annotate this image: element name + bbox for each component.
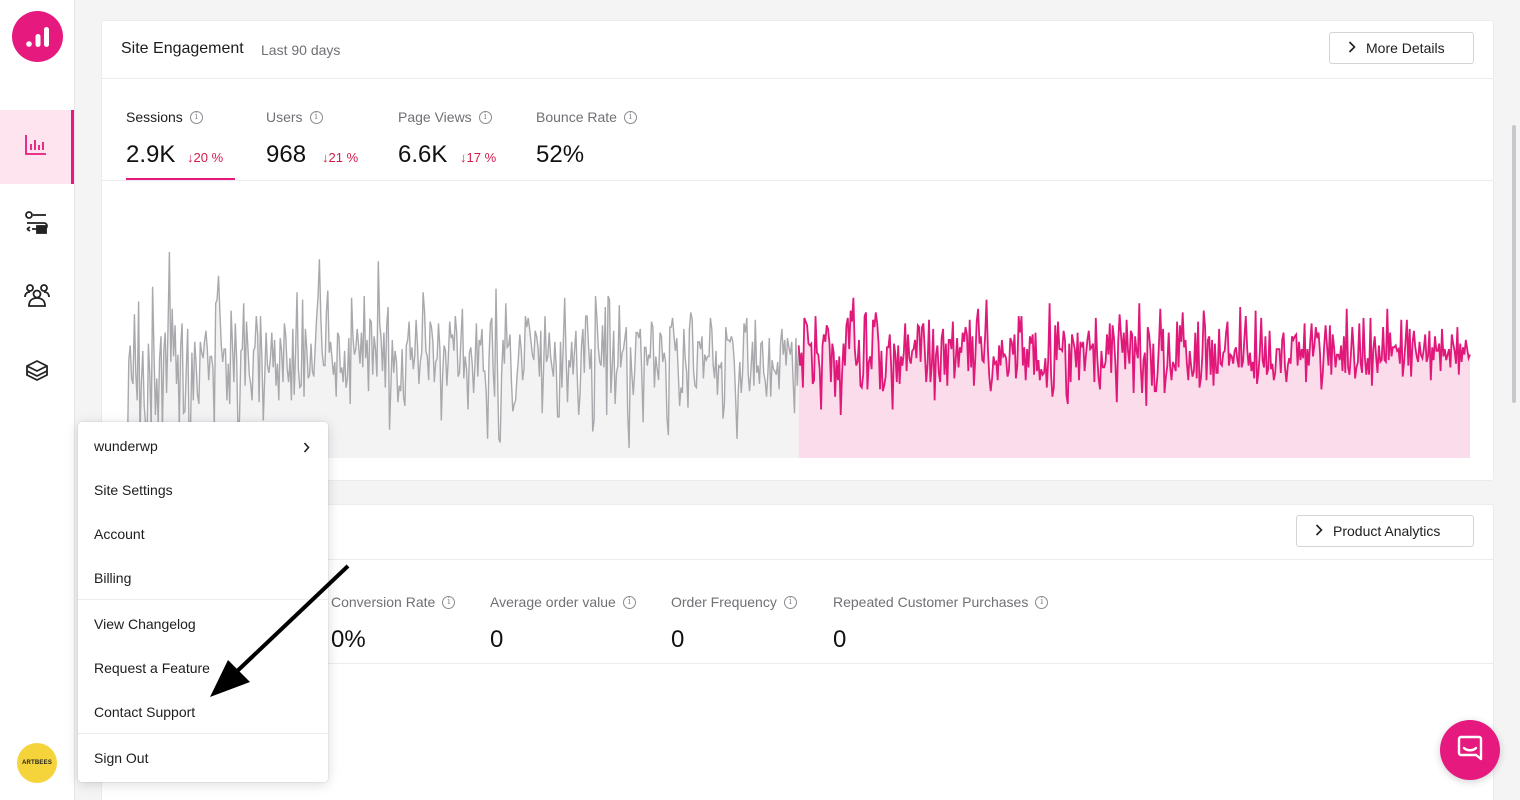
metric-label: Conversion Rate i (331, 594, 456, 610)
scrollbar[interactable] (1512, 125, 1516, 403)
avatar[interactable]: ARTBEES (17, 743, 57, 783)
metric-sessions[interactable]: Sessions i 2.9K ↓20 % (126, 79, 235, 181)
nav-audience[interactable] (0, 260, 74, 334)
info-icon: i (623, 110, 637, 124)
nav-funnels[interactable] (0, 188, 74, 262)
product-metrics: Conversion Rate i 0% Average order value i… (102, 560, 1493, 664)
arrow-down-icon: ↓ (460, 150, 467, 165)
metric-value: 0% (331, 626, 366, 653)
annotation-arrow (210, 564, 350, 697)
metric-value: 0 (833, 626, 847, 653)
metric-page-views[interactable]: Page Views i 6.6K ↓17 % (398, 79, 518, 181)
arrow-down-icon: ↓ (187, 150, 194, 165)
info-icon: i (478, 110, 492, 124)
info-icon: i (309, 110, 323, 124)
audience-icon (24, 282, 50, 313)
current-period-line (797, 297, 1471, 416)
metric-value: 0 (671, 626, 685, 653)
card-header: Product Analytics (102, 505, 1493, 560)
menu-item-view-changelog[interactable]: View Changelog (94, 616, 196, 632)
menu-item-account[interactable]: Account (94, 526, 145, 542)
metric-value: 52% (536, 141, 585, 168)
card-subtitle: Last 90 days (261, 42, 341, 58)
selected-underline (126, 178, 235, 180)
avatar-text: ARTBEES (21, 760, 53, 766)
menu-divider (78, 733, 328, 734)
info-icon: i (442, 595, 456, 609)
account-menu: wunderwp Site Settings Account Billing V… (78, 422, 328, 782)
metric-label: Average order value i (490, 594, 636, 610)
chat-launcher-button[interactable] (1440, 720, 1500, 780)
chevron-right-icon (1315, 523, 1323, 539)
metric-label: Users i (266, 109, 323, 125)
info-icon: i (1035, 595, 1049, 609)
more-details-label: More Details (1366, 40, 1445, 56)
product-analytics-label: Product Analytics (1333, 523, 1441, 539)
engagement-chart (125, 251, 1471, 458)
sidebar: ARTBEES (0, 0, 75, 800)
chat-icon (1456, 734, 1484, 767)
menu-divider (78, 599, 328, 600)
logo-icon[interactable] (12, 11, 63, 62)
metric-value: 6.6K (398, 141, 448, 168)
metric-users[interactable]: Users i 968 ↓21 % (266, 79, 376, 181)
metric-label: Order Frequency i (671, 594, 797, 610)
card-title: Site Engagement (121, 40, 244, 57)
metric-value: 0 (490, 626, 504, 653)
metric-bounce-rate[interactable]: Bounce Rate i 52% (536, 79, 656, 181)
metric-label: Page Views i (398, 109, 492, 125)
info-icon: i (783, 595, 797, 609)
menu-item-site-settings[interactable]: Site Settings (94, 482, 173, 498)
metric-change: ↓21 % (322, 150, 359, 165)
product-analytics-card: Product Analytics Conversion Rate i 0% Av… (101, 504, 1494, 800)
more-details-button[interactable]: More Details (1329, 32, 1474, 64)
products-icon (25, 359, 49, 388)
info-icon: i (189, 110, 203, 124)
analytics-icon (24, 134, 48, 161)
card-header: Site Engagement Last 90 days More Detail… (102, 21, 1493, 79)
menu-item-billing[interactable]: Billing (94, 570, 132, 586)
metric-change: ↓20 % (187, 150, 224, 165)
chevron-right-icon (1348, 40, 1356, 56)
previous-period-area (126, 252, 799, 458)
menu-item-sign-out[interactable]: Sign Out (94, 750, 149, 766)
metric-change: ↓17 % (460, 150, 497, 165)
metric-value: 2.9K (126, 141, 176, 168)
nav-products[interactable] (0, 336, 74, 410)
site-engagement-card: Site Engagement Last 90 days More Detail… (101, 20, 1494, 481)
info-icon: i (622, 595, 636, 609)
engagement-metrics: Sessions i 2.9K ↓20 % Users i 968 ↓21 % Pa… (102, 79, 1493, 181)
menu-item-contact-support[interactable]: Contact Support (94, 704, 196, 720)
chevron-right-icon (303, 440, 310, 456)
menu-item-request-feature[interactable]: Request a Feature (94, 660, 210, 676)
metric-label: Repeated Customer Purchases i (833, 594, 1049, 610)
funnels-icon (24, 210, 50, 241)
metric-label: Bounce Rate i (536, 109, 637, 125)
arrow-down-icon: ↓ (322, 150, 329, 165)
product-analytics-button[interactable]: Product Analytics (1296, 515, 1474, 547)
nav-analytics[interactable] (0, 110, 74, 184)
metric-value: 968 (266, 141, 307, 168)
menu-item-site-switcher[interactable]: wunderwp (78, 424, 328, 468)
metric-label: Sessions i (126, 109, 203, 125)
